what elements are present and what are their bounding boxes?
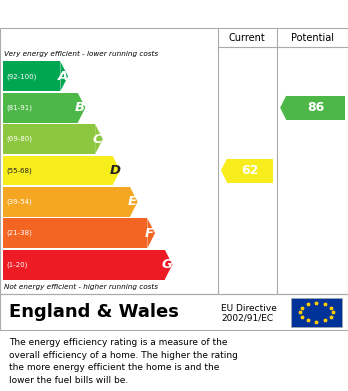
Text: Current: Current <box>229 33 266 43</box>
Text: (21-38): (21-38) <box>6 230 32 237</box>
Bar <box>291 298 342 327</box>
Polygon shape <box>280 95 286 120</box>
Bar <box>227 159 273 183</box>
Text: G: G <box>161 258 173 271</box>
Polygon shape <box>147 218 155 248</box>
Bar <box>286 96 345 120</box>
Text: (55-68): (55-68) <box>6 167 32 174</box>
Text: England & Wales: England & Wales <box>9 303 179 321</box>
Text: 2002/91/EC: 2002/91/EC <box>221 314 273 323</box>
Polygon shape <box>78 93 86 123</box>
Bar <box>3 187 130 217</box>
Text: (1-20): (1-20) <box>6 261 27 268</box>
Text: (69-80): (69-80) <box>6 136 32 142</box>
Polygon shape <box>113 156 120 185</box>
Text: E: E <box>128 196 137 208</box>
Text: A: A <box>57 70 68 83</box>
Text: 62: 62 <box>242 164 259 177</box>
Text: Not energy efficient - higher running costs: Not energy efficient - higher running co… <box>4 284 158 290</box>
Text: (39-54): (39-54) <box>6 199 32 205</box>
Polygon shape <box>165 250 173 280</box>
Bar <box>3 93 78 123</box>
Text: C: C <box>93 133 102 145</box>
Polygon shape <box>221 158 227 183</box>
Text: Energy Efficiency Rating: Energy Efficiency Rating <box>9 7 211 22</box>
Text: (92-100): (92-100) <box>6 73 37 80</box>
Polygon shape <box>95 124 103 154</box>
Text: Very energy efficient - lower running costs: Very energy efficient - lower running co… <box>4 51 158 57</box>
Text: (81-91): (81-91) <box>6 104 32 111</box>
Text: Potential: Potential <box>291 33 334 43</box>
Text: F: F <box>145 227 154 240</box>
Text: EU Directive: EU Directive <box>221 303 277 312</box>
Text: 86: 86 <box>307 101 324 114</box>
Bar <box>3 250 165 280</box>
Polygon shape <box>61 61 68 91</box>
Polygon shape <box>130 187 138 217</box>
Text: The energy efficiency rating is a measure of the
overall efficiency of a home. T: The energy efficiency rating is a measur… <box>9 338 238 385</box>
Bar <box>3 61 61 91</box>
Bar <box>3 156 113 185</box>
Bar <box>3 218 147 248</box>
Text: D: D <box>109 164 120 177</box>
Text: B: B <box>75 101 85 114</box>
Bar <box>3 124 95 154</box>
